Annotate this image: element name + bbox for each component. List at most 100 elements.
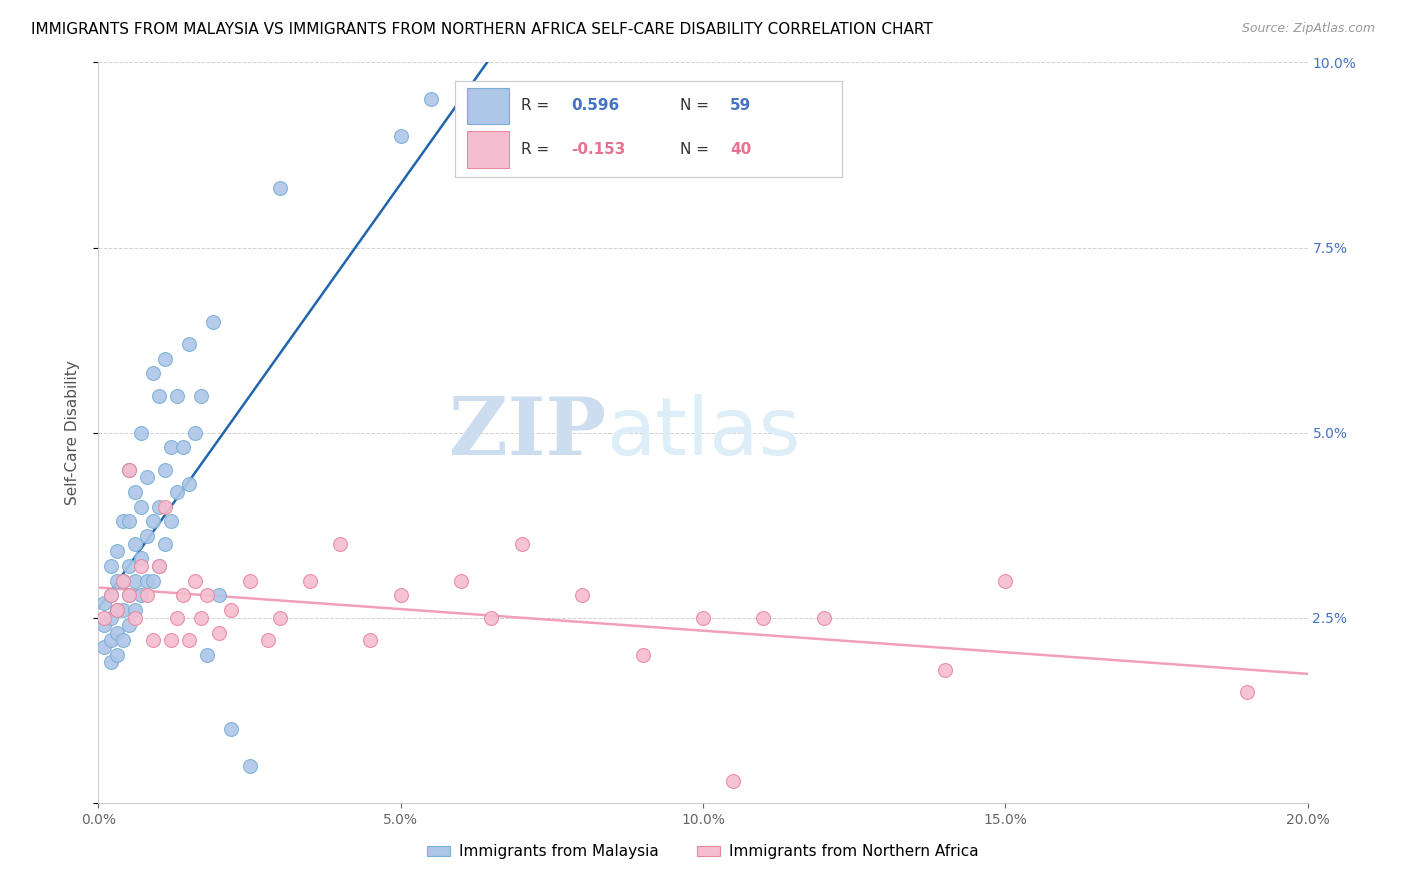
Point: [420, 92, 443, 106]
Point: [239, 758, 262, 772]
Point: [124, 574, 146, 588]
Point: [135, 589, 157, 603]
Point: [118, 618, 141, 632]
Point: [111, 515, 134, 529]
Point: [153, 536, 176, 550]
Point: [692, 610, 714, 624]
Point: [93, 596, 115, 610]
Point: [934, 663, 956, 677]
Point: [124, 610, 146, 624]
Point: [105, 574, 128, 588]
Text: Source: ZipAtlas.com: Source: ZipAtlas.com: [1241, 22, 1375, 36]
Point: [172, 441, 194, 455]
Point: [389, 589, 412, 603]
Point: [195, 589, 218, 603]
Text: ZIP: ZIP: [450, 393, 606, 472]
Point: [148, 558, 170, 573]
Point: [100, 610, 122, 624]
Point: [135, 470, 157, 484]
Point: [93, 610, 115, 624]
Point: [631, 648, 654, 662]
Point: [105, 648, 128, 662]
Point: [239, 574, 262, 588]
Point: [299, 574, 322, 588]
Point: [994, 574, 1017, 588]
Point: [111, 574, 134, 588]
Point: [124, 536, 146, 550]
Point: [184, 574, 207, 588]
Point: [160, 515, 183, 529]
Point: [450, 574, 472, 588]
Point: [166, 484, 188, 499]
Point: [142, 574, 165, 588]
Point: [100, 655, 122, 669]
Point: [105, 544, 128, 558]
Point: [195, 648, 218, 662]
Point: [179, 477, 201, 491]
Point: [100, 632, 122, 647]
Point: [329, 536, 352, 550]
Point: [129, 425, 152, 440]
Point: [510, 536, 533, 550]
Point: [142, 367, 165, 381]
Point: [148, 388, 170, 402]
Point: [202, 314, 225, 328]
Point: [129, 500, 152, 514]
Point: [105, 625, 128, 640]
Point: [93, 618, 115, 632]
Point: [184, 425, 207, 440]
Point: [124, 484, 146, 499]
Point: [190, 610, 212, 624]
Point: [1236, 685, 1258, 699]
Point: [118, 589, 141, 603]
Point: [100, 589, 122, 603]
Point: [105, 603, 128, 617]
Text: IMMIGRANTS FROM MALAYSIA VS IMMIGRANTS FROM NORTHERN AFRICA SELF-CARE DISABILITY: IMMIGRANTS FROM MALAYSIA VS IMMIGRANTS F…: [31, 22, 932, 37]
Point: [269, 610, 291, 624]
Point: [160, 441, 183, 455]
Point: [221, 722, 243, 736]
Point: [100, 558, 122, 573]
Point: [129, 589, 152, 603]
Point: [360, 632, 382, 647]
Point: [269, 181, 291, 195]
Point: [135, 529, 157, 543]
Point: [190, 388, 212, 402]
Point: [129, 558, 152, 573]
Point: [148, 500, 170, 514]
Point: [111, 632, 134, 647]
Y-axis label: Self-Care Disability: Self-Care Disability: [65, 360, 80, 505]
Point: [166, 610, 188, 624]
Legend: Immigrants from Malaysia, Immigrants from Northern Africa: Immigrants from Malaysia, Immigrants fro…: [420, 838, 986, 865]
Point: [723, 773, 745, 788]
Point: [93, 640, 115, 655]
Point: [129, 551, 152, 566]
Point: [118, 558, 141, 573]
Point: [813, 610, 835, 624]
Point: [118, 515, 141, 529]
Point: [571, 589, 593, 603]
Text: atlas: atlas: [606, 393, 800, 472]
Point: [179, 632, 201, 647]
Point: [142, 515, 165, 529]
Point: [118, 462, 141, 476]
Point: [111, 603, 134, 617]
Point: [105, 603, 128, 617]
Point: [124, 603, 146, 617]
Point: [166, 388, 188, 402]
Point: [153, 351, 176, 366]
Point: [389, 129, 412, 144]
Point: [160, 632, 183, 647]
Point: [148, 558, 170, 573]
Point: [208, 589, 231, 603]
Point: [256, 632, 278, 647]
Point: [221, 603, 243, 617]
Point: [142, 632, 165, 647]
Point: [118, 462, 141, 476]
Point: [153, 462, 176, 476]
Point: [481, 610, 503, 624]
Point: [153, 500, 176, 514]
Point: [172, 589, 194, 603]
Point: [118, 589, 141, 603]
Point: [208, 625, 231, 640]
